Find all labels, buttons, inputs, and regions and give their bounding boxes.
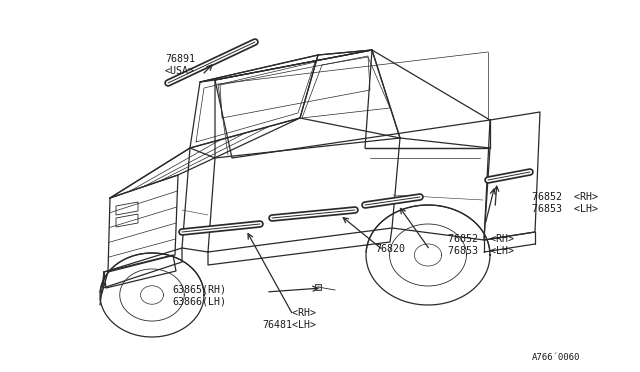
Text: 63865(RH): 63865(RH) [172,285,226,295]
Text: 76853  <LH>: 76853 <LH> [532,204,598,214]
Text: 63866(LH): 63866(LH) [172,297,226,307]
Text: <RH>: <RH> [262,308,316,318]
Text: 76820: 76820 [375,244,405,254]
Text: 76852  <RH>: 76852 <RH> [448,234,514,244]
Text: 76481<LH>: 76481<LH> [262,320,316,330]
Text: 76891: 76891 [165,54,195,64]
Text: A766´0060: A766´0060 [532,353,580,362]
Text: 76853  <LH>: 76853 <LH> [448,246,514,256]
Text: <USA>: <USA> [165,66,195,76]
Text: 76852  <RH>: 76852 <RH> [532,192,598,202]
